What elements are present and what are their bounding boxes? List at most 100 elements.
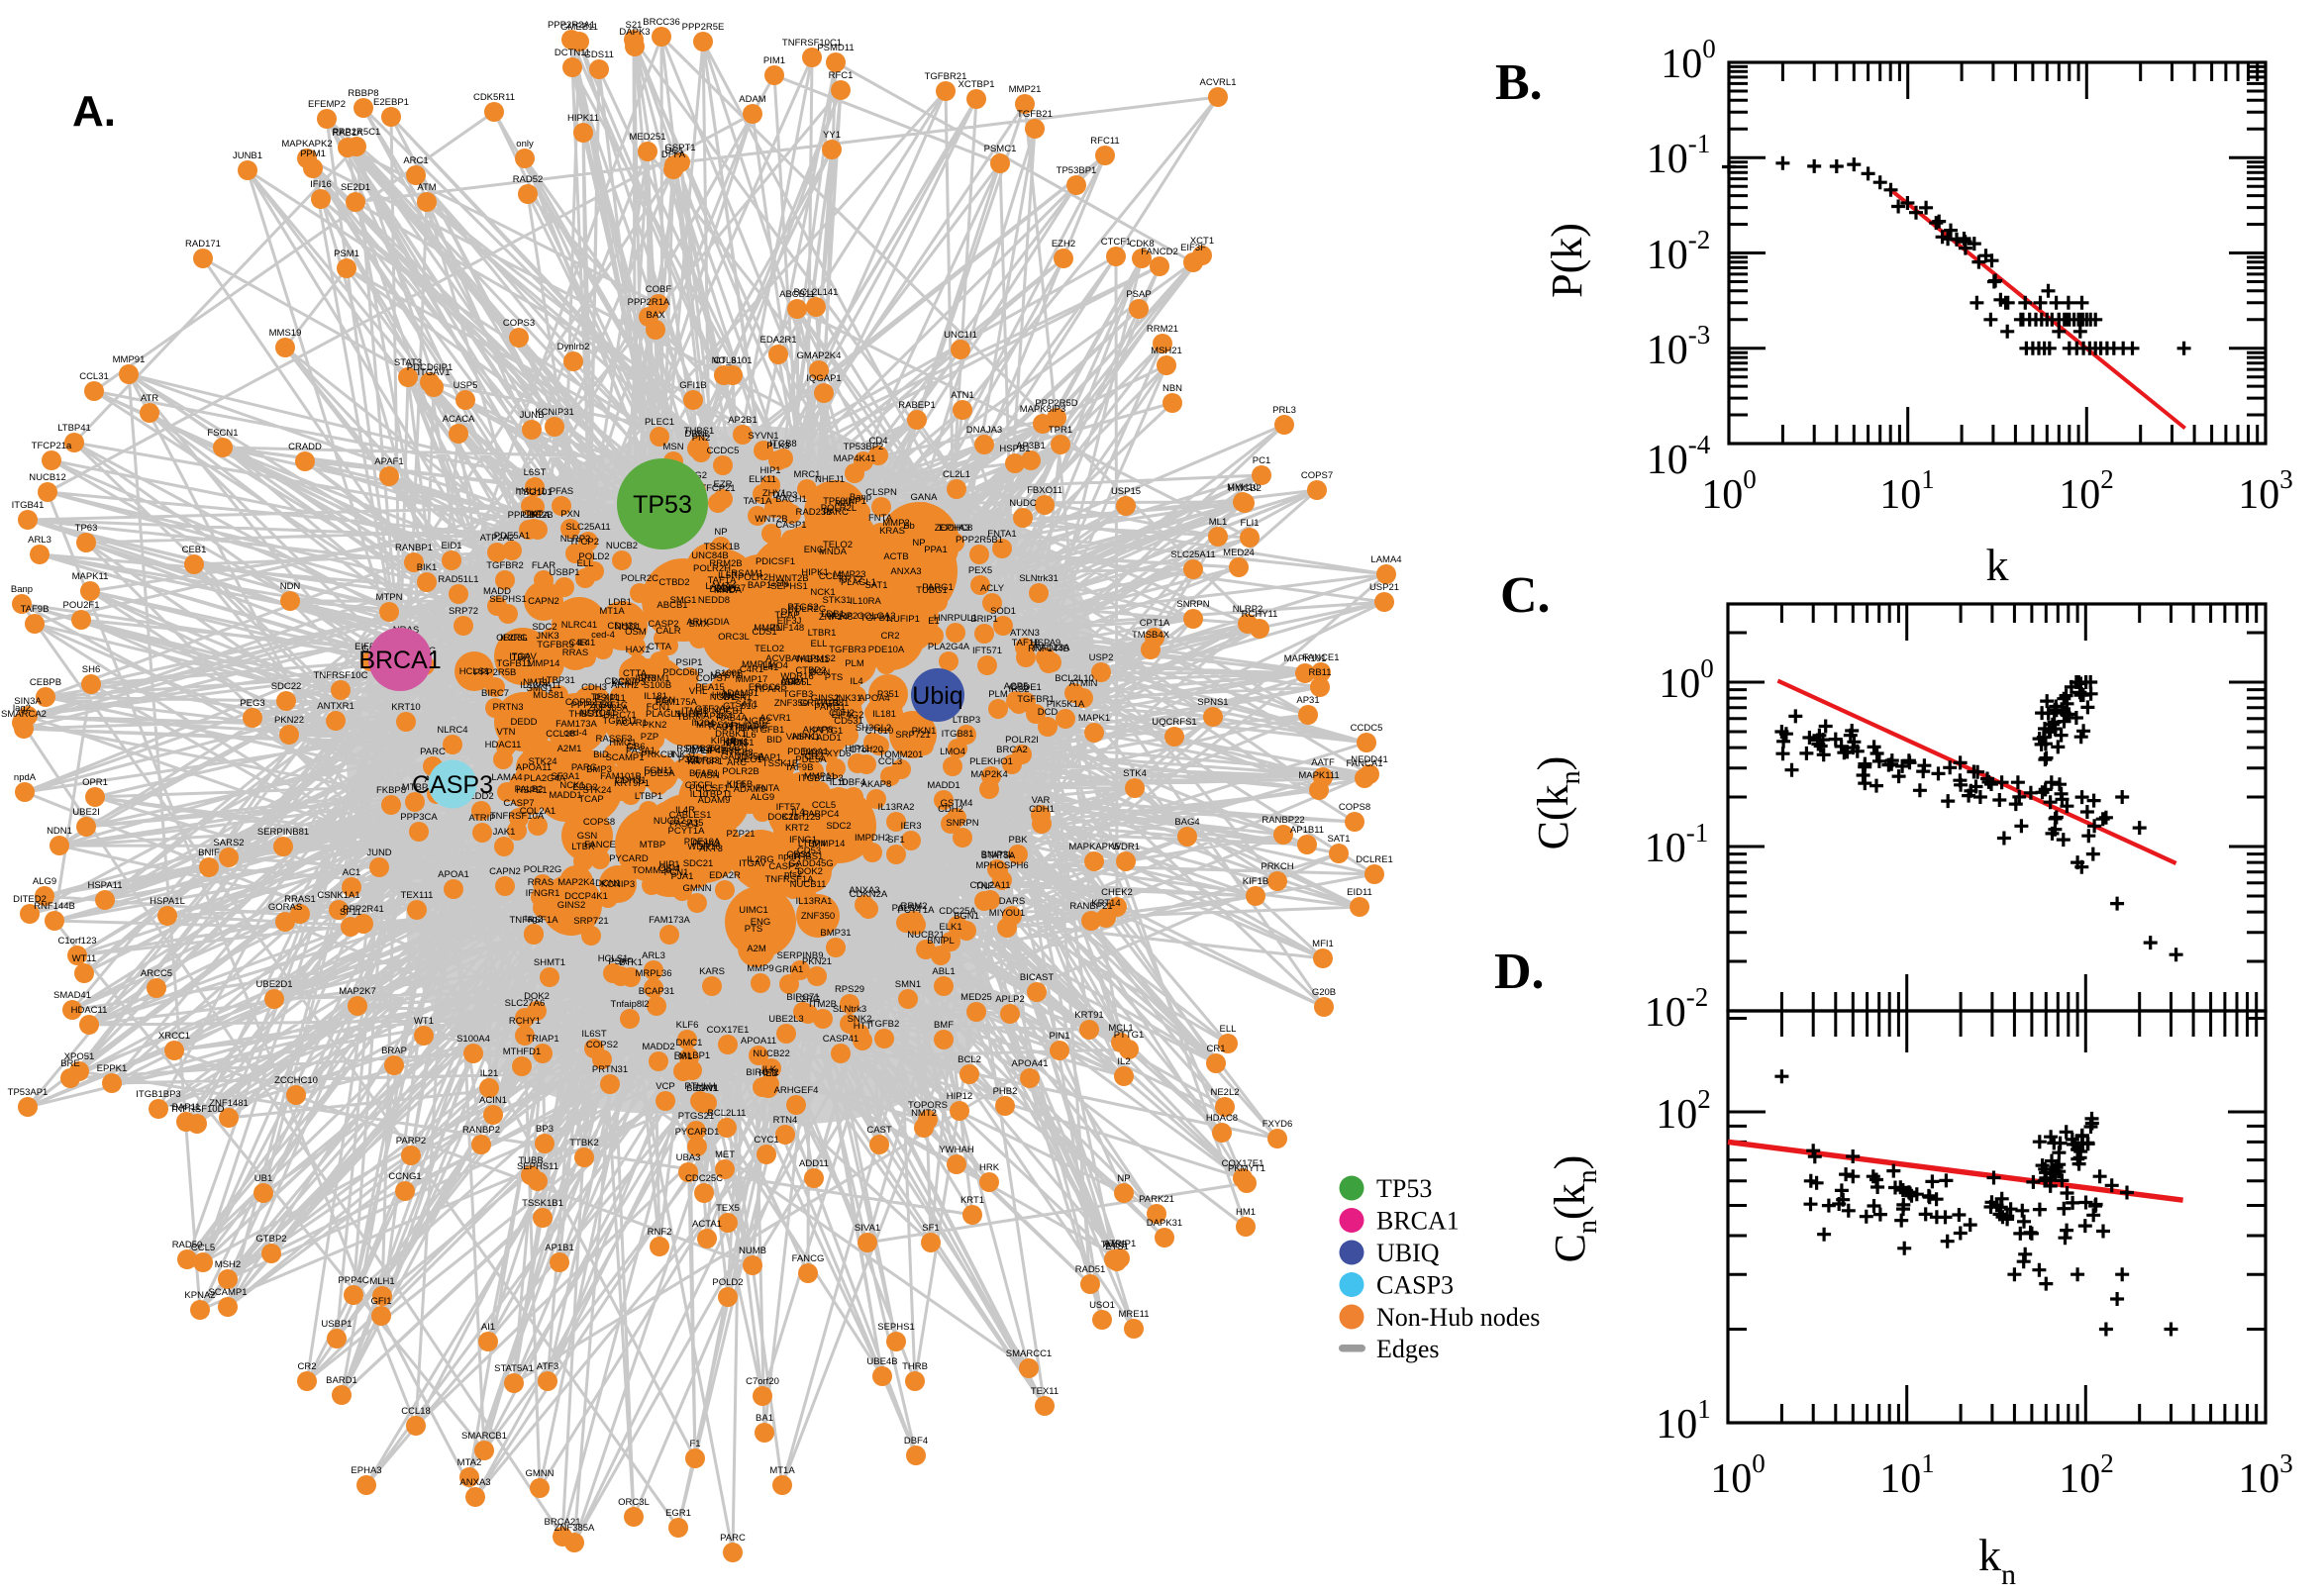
svg-text:lag2: lag2	[13, 703, 31, 714]
svg-text:DCN1: DCN1	[595, 878, 621, 889]
svg-text:ZNF148: ZNF148	[770, 623, 804, 634]
svg-text:SH6: SH6	[82, 664, 100, 675]
svg-text:CTBD2: CTBD2	[795, 665, 826, 676]
svg-text:IL18: IL18	[727, 780, 746, 791]
svg-text:PPA1: PPA1	[924, 545, 948, 555]
svg-text:THBS1: THBS1	[684, 426, 715, 437]
svg-text:NUFIP1: NUFIP1	[886, 614, 920, 625]
svg-text:MMP14: MMP14	[813, 839, 846, 849]
svg-text:GTF2A2: GTF2A2	[695, 704, 731, 715]
svg-text:CTTA: CTTA	[648, 642, 672, 652]
svg-text:BIRC7: BIRC7	[481, 688, 509, 699]
svg-text:HEB: HEB	[758, 1068, 778, 1079]
svg-text:PYCARD1: PYCARD1	[675, 1127, 720, 1138]
svg-text:FSCN1: FSCN1	[207, 428, 238, 439]
svg-text:BID: BID	[766, 735, 782, 746]
svg-text:E2EBP1: E2EBP1	[373, 97, 409, 108]
svg-text:PPP2R5D: PPP2R5D	[1035, 398, 1077, 409]
svg-text:BRCA21: BRCA21	[545, 1517, 581, 1528]
svg-text:HIP1: HIP1	[759, 465, 780, 476]
svg-text:HIPK1: HIPK1	[792, 732, 819, 743]
svg-text:CDK5R11: CDK5R11	[473, 92, 515, 103]
svg-text:KRT9P1: KRT9P1	[687, 756, 723, 767]
svg-text:PDE5A: PDE5A	[644, 768, 675, 779]
svg-text:ITM2B: ITM2B	[681, 706, 709, 717]
svg-text:IL2: IL2	[1117, 1056, 1130, 1067]
svg-text:USBP1: USBP1	[321, 1319, 352, 1330]
svg-text:101: 101	[1879, 1448, 1935, 1502]
svg-text:LAMA4: LAMA4	[1370, 554, 1401, 565]
svg-text:ADD1: ADD1	[816, 733, 841, 744]
svg-text:CR2: CR2	[804, 751, 823, 762]
svg-text:PDICSF1: PDICSF1	[689, 783, 729, 794]
svg-text:CDH2: CDH2	[938, 804, 963, 815]
svg-text:FANCG: FANCG	[792, 1253, 825, 1264]
svg-text:TP53BP2: TP53BP2	[844, 442, 884, 452]
svg-text:POLD2: POLD2	[578, 551, 609, 562]
svg-text:MUS81: MUS81	[533, 690, 564, 701]
svg-text:CTBD2: CTBD2	[658, 577, 689, 588]
svg-text:MAPK111: MAPK111	[1298, 770, 1339, 781]
svg-text:TSSK1B: TSSK1B	[704, 542, 740, 552]
svg-text:THBS11: THBS11	[568, 709, 603, 720]
svg-text:SERPINB81: SERPINB81	[257, 827, 309, 838]
svg-text:CAV1: CAV1	[695, 1083, 719, 1094]
svg-text:BRCA1: BRCA1	[358, 647, 441, 674]
svg-text:PCYT1A: PCYT1A	[668, 826, 706, 837]
svg-text:C1orf123: C1orf123	[57, 936, 96, 947]
svg-text:P35: P35	[687, 818, 704, 829]
svg-text:BRCA2: BRCA2	[996, 745, 1028, 755]
svg-text:CASP2: CASP2	[768, 861, 799, 872]
svg-text:G20B: G20B	[1312, 987, 1336, 998]
svg-text:THRB: THRB	[902, 1361, 928, 1372]
svg-text:PDCD6IP1: PDCD6IP1	[407, 362, 453, 373]
svg-text:TUBB: TUBB	[518, 1155, 543, 1166]
svg-text:CTTA: CTTA	[623, 668, 648, 679]
svg-text:HSPE1: HSPE1	[516, 785, 547, 796]
svg-text:DFFA: DFFA	[661, 150, 686, 160]
svg-text:IL13RA11: IL13RA11	[520, 680, 561, 691]
svg-text:BNIP3L: BNIP3L	[981, 849, 1014, 860]
svg-text:MTHFD1: MTHFD1	[503, 1047, 542, 1057]
svg-text:MCL1: MCL1	[1108, 1023, 1133, 1034]
svg-text:KCNIP3: KCNIP3	[612, 677, 646, 688]
svg-text:LTBP3: LTBP3	[953, 715, 980, 726]
svg-text:JUND: JUND	[366, 848, 391, 858]
svg-text:PIN1: PIN1	[1049, 1031, 1069, 1042]
svg-text:BGN: BGN	[810, 667, 831, 678]
svg-text:PDE10A: PDE10A	[868, 645, 905, 655]
svg-text:WNT2B: WNT2B	[775, 573, 808, 584]
svg-text:RFC11: RFC11	[1090, 136, 1119, 147]
svg-text:LTBR: LTBR	[571, 842, 595, 852]
svg-text:TNFRSF10C1: TNFRSF10C1	[782, 38, 842, 49]
svg-text:MMP11: MMP11	[742, 659, 773, 670]
svg-text:MMP9: MMP9	[747, 963, 773, 974]
svg-text:NCK1: NCK1	[810, 587, 835, 598]
svg-text:CDH3: CDH3	[581, 682, 607, 693]
svg-text:ANXA3: ANXA3	[459, 1477, 490, 1488]
svg-text:PALB2: PALB2	[892, 903, 921, 914]
svg-text:MYST1: MYST1	[710, 670, 742, 681]
svg-text:HSPA11: HSPA11	[87, 880, 122, 891]
svg-text:SLNtrk3: SLNtrk3	[833, 1004, 866, 1015]
svg-text:EFEMP2: EFEMP2	[308, 99, 346, 110]
svg-text:COPB2: COPB2	[565, 697, 597, 708]
svg-text:RANBP1: RANBP1	[395, 543, 433, 553]
svg-text:CRADD: CRADD	[288, 442, 322, 452]
svg-text:PLA2G4A: PLA2G4A	[928, 642, 970, 652]
svg-text:ZNF1481: ZNF1481	[209, 1098, 249, 1109]
svg-text:AP3B1: AP3B1	[1016, 441, 1046, 451]
svg-text:SLC27A6: SLC27A6	[505, 998, 546, 1009]
svg-text:RNF144B: RNF144B	[34, 901, 75, 912]
svg-text:PPP2R2A1: PPP2R2A1	[548, 20, 595, 31]
svg-text:CDS1: CDS1	[786, 849, 811, 860]
svg-text:ACVBAM1: ACVBAM1	[765, 653, 810, 664]
svg-text:APAF1: APAF1	[374, 456, 403, 467]
svg-text:GSTM4: GSTM4	[941, 798, 973, 809]
svg-text:EDA2R1: EDA2R1	[760, 335, 797, 346]
svg-text:SRP721: SRP721	[895, 730, 930, 741]
svg-text:PHB2: PHB2	[993, 1086, 1018, 1097]
svg-text:WT11: WT11	[72, 953, 97, 964]
svg-text:EIF2S1: EIF2S1	[354, 642, 386, 652]
svg-text:COL2A1: COL2A1	[520, 806, 556, 817]
